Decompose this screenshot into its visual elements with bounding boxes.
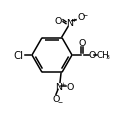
Text: CH: CH: [97, 51, 109, 60]
Text: −: −: [57, 99, 63, 104]
Text: Cl: Cl: [13, 51, 23, 60]
Text: O: O: [52, 94, 60, 103]
Text: O: O: [66, 82, 74, 91]
Text: −: −: [82, 12, 88, 17]
Text: O: O: [54, 17, 62, 26]
Text: N: N: [66, 19, 73, 28]
Text: O: O: [88, 51, 96, 60]
Text: O: O: [77, 13, 85, 22]
Text: O: O: [78, 39, 86, 48]
Text: N: N: [56, 82, 62, 91]
Text: 3: 3: [106, 55, 110, 59]
Text: +: +: [60, 81, 66, 86]
Text: +: +: [71, 18, 77, 23]
